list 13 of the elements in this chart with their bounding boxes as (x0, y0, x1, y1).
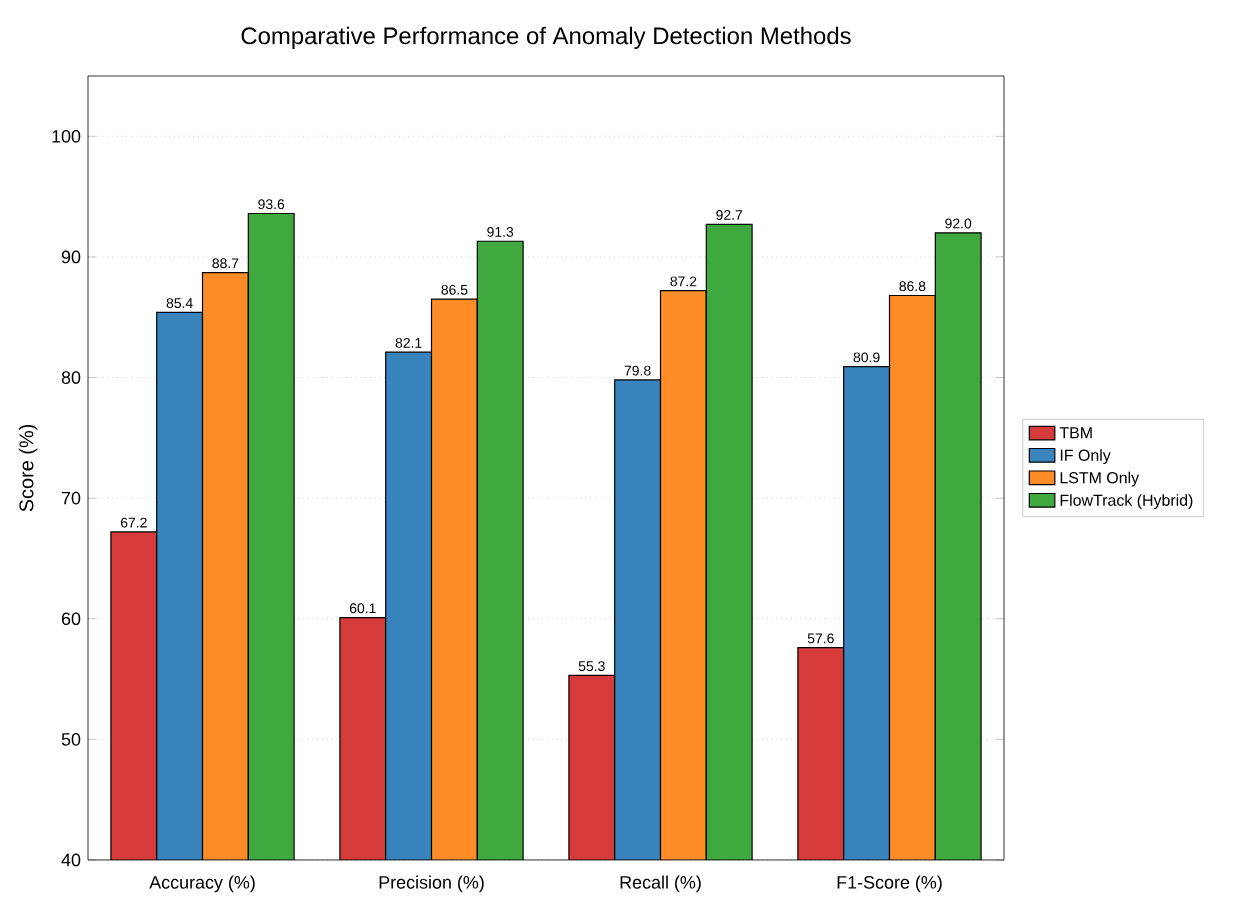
y-tick-label: 90 (61, 250, 81, 263)
x-tick-label: Precision (%) (379, 875, 484, 892)
y-tick-label: 40 (61, 853, 81, 866)
x-tick-label: Accuracy (%) (149, 875, 255, 892)
y-tick-label: 70 (61, 491, 81, 505)
y-tick-label: 50 (61, 732, 81, 746)
y-axis-title: Score (%) (18, 424, 38, 511)
y-tick-label: 100 (52, 129, 81, 143)
chart-title: Comparative Performance of Anomaly Detection Methods (241, 26, 851, 49)
x-tick-label: F1-Score (%) (837, 875, 942, 892)
x-tick-label: Recall (%) (620, 875, 701, 892)
y-tick-label: 60 (61, 611, 81, 625)
y-tick-label: 80 (61, 370, 81, 384)
